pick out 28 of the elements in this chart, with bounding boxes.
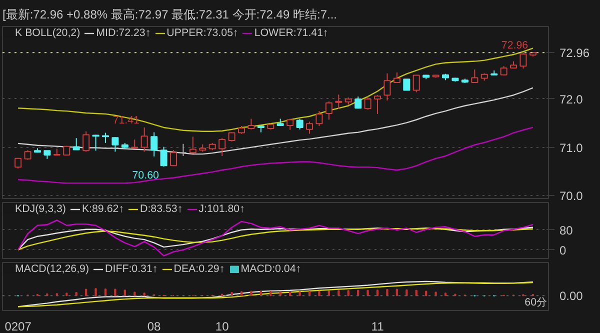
x-tick-label: 10: [215, 320, 230, 333]
legend-label: D:83.53↑: [140, 203, 183, 215]
annotation: 60分: [524, 296, 548, 308]
y-tick-label: 71.0: [560, 140, 584, 155]
y-tick-label: 80: [560, 223, 574, 238]
annotation: 71.41: [112, 114, 140, 126]
legend-label: MACD:0.04↑: [240, 263, 302, 275]
annotation: 72.96: [501, 40, 528, 52]
legend-label: UPPER:73.05↑: [166, 27, 238, 39]
x-tick-label: 0207: [4, 320, 32, 333]
legend-label: DEA:0.29↑: [174, 263, 225, 275]
y-tick-label: 70.0: [560, 189, 584, 204]
legend-label: LOWER:71.41↑: [254, 27, 328, 39]
x-tick-label: 08: [147, 320, 162, 333]
legend-title: KDJ(9,3,3): [15, 203, 66, 215]
ref-line-label: 0.00: [560, 289, 584, 304]
chart-title: [最新:72.96 +0.88% 最高:72.97 最低:72.31 今开:72.49 昨结:7...: [2, 8, 337, 22]
x-tick-label: 11: [371, 320, 384, 333]
legend-title: K BOLL(20,2): [15, 27, 80, 39]
ref-line-label: 72.96: [560, 46, 590, 60]
y-tick-label: 72.0: [560, 92, 584, 106]
legend-title: MACD(12,26,9): [15, 263, 90, 275]
legend-label: K:89.62↑: [82, 203, 124, 215]
legend-label: MID:72.23↑: [96, 27, 151, 39]
legend-label: DIFF:0.31↑: [105, 263, 158, 275]
legend-label: J:101.80↑: [198, 203, 245, 215]
annotation: 70.60: [132, 170, 159, 182]
y-tick-label: 0: [560, 243, 566, 258]
